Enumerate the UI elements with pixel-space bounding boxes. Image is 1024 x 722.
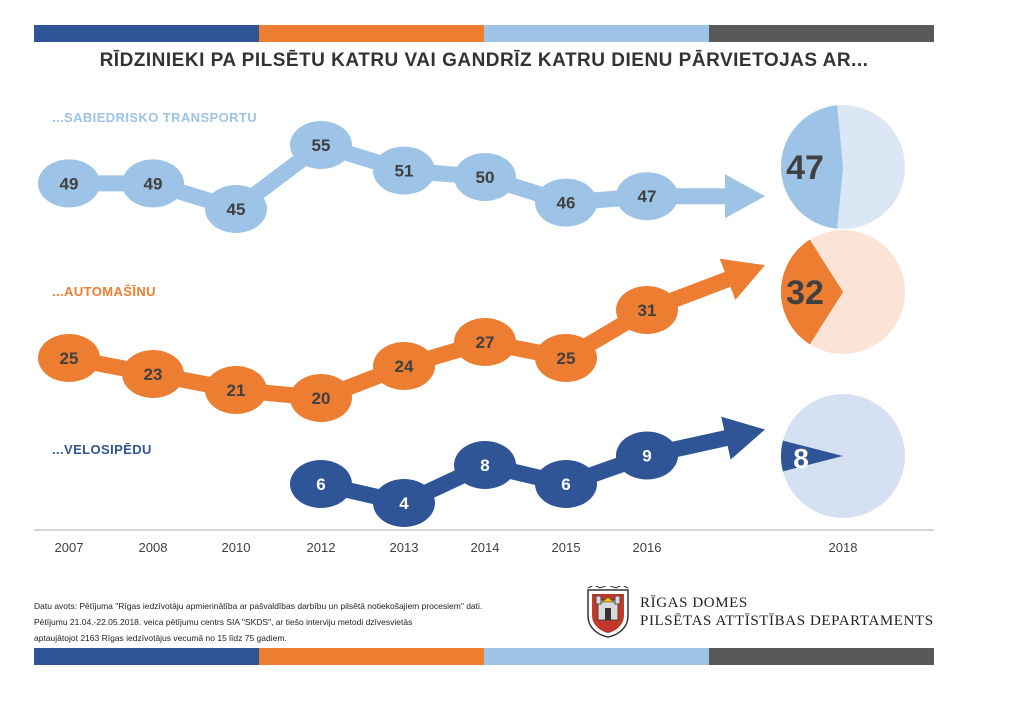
- series-arrow-car: [719, 258, 765, 300]
- series-label-bicycle: ...VELOSIPĒDU: [52, 442, 152, 457]
- data-label-bike: 6: [316, 475, 325, 494]
- source-line-3: aptaujātojot 2163 Rīgas iedzīvotājus vec…: [34, 633, 287, 643]
- data-label-car: 21: [227, 381, 246, 400]
- data-point-bike: [535, 460, 597, 508]
- data-point-bike: [616, 431, 678, 480]
- data-label-bike: 9: [642, 447, 651, 466]
- data-point-transport: [122, 159, 184, 208]
- data-label-transport: 51: [395, 162, 414, 181]
- data-label-transport: 55: [312, 136, 331, 155]
- data-label-car: 23: [144, 365, 163, 384]
- x-tick-label: 2014: [471, 540, 500, 555]
- data-point-transport: [616, 172, 678, 221]
- x-tick-label: 2012: [307, 540, 336, 555]
- org-line-2: PILSĒTAS ATTĪSTĪBAS DEPARTAMENTS: [640, 613, 934, 629]
- x-tick-label: 2013: [390, 540, 419, 555]
- data-label-car: 24: [395, 357, 414, 376]
- data-point-transport: [290, 121, 352, 169]
- page-title: RĪDZINIEKI PA PILSĒTU KATRU VAI GANDRĪZ …: [99, 50, 869, 71]
- data-point-bike: [290, 460, 352, 508]
- source-line-1: Datu avots: Pētījuma "Rīgas iedzīvotāju …: [34, 601, 483, 611]
- data-point-transport: [38, 159, 100, 208]
- data-label-bike: 4: [399, 494, 409, 513]
- riga-coat-of-arms-icon: [587, 586, 629, 638]
- data-label-bike: 8: [480, 456, 489, 475]
- data-label-car: 20: [312, 389, 331, 408]
- pie-2018-slice-car: [781, 239, 843, 345]
- top-color-stripe: [34, 25, 934, 42]
- data-label-transport: 47: [638, 187, 657, 206]
- data-label-car: 25: [60, 349, 79, 368]
- bottom-color-stripe: [34, 648, 934, 665]
- data-label-transport: 49: [144, 174, 163, 193]
- data-point-bike: [454, 441, 516, 489]
- data-point-car: [454, 318, 516, 366]
- x-tick-label: 2007: [55, 540, 84, 555]
- data-point-transport: [535, 178, 597, 227]
- data-point-car: [616, 286, 678, 334]
- pie-2018-slice-bike: [781, 440, 843, 472]
- data-point-car: [535, 334, 597, 382]
- series-arrow-transport: [725, 174, 765, 219]
- x-tick-label: 2010: [222, 540, 251, 555]
- series-label-public-transport: ...SABIEDRISKO TRANSPORTU: [52, 110, 258, 125]
- data-label-transport: 50: [476, 168, 495, 187]
- data-point-car: [290, 374, 352, 422]
- organization-block: RĪGAS DOMES PILSĒTAS ATTĪSTĪBAS DEPARTAM…: [586, 586, 934, 638]
- data-label-transport: 46: [557, 194, 576, 213]
- data-point-car: [122, 350, 184, 398]
- data-label-transport: 49: [60, 174, 79, 193]
- x-tick-label-2018: 2018: [829, 540, 858, 555]
- x-tick-label: 2016: [633, 540, 662, 555]
- pie-2018-label-transport: 47: [786, 149, 824, 187]
- org-line-1: RĪGAS DOMES: [640, 595, 748, 611]
- series-label-car: ...AUTOMAŠĪNU: [52, 284, 156, 299]
- x-tick-label: 2015: [552, 540, 581, 555]
- series-arrow-bike: [721, 416, 765, 460]
- data-label-bike: 6: [561, 475, 570, 494]
- data-label-car: 25: [557, 349, 576, 368]
- data-point-bike: [373, 479, 435, 527]
- data-label-transport: 45: [227, 200, 246, 219]
- pie-2018-label-car: 32: [786, 274, 824, 312]
- data-point-car: [373, 342, 435, 390]
- data-point-transport: [205, 185, 267, 233]
- source-line-2: Pētījumu 21.04.-22.05.2018. veica pētīju…: [34, 617, 413, 627]
- x-tick-label: 2008: [139, 540, 168, 555]
- data-source-note: Datu avots: Pētījuma "Rīgas iedzīvotāju …: [34, 598, 574, 646]
- data-point-transport: [454, 153, 516, 201]
- data-point-car: [205, 366, 267, 414]
- pie-2018-slice-transport: [781, 105, 843, 229]
- data-point-car: [38, 334, 100, 382]
- organization-name: RĪGAS DOMES PILSĒTAS ATTĪSTĪBAS DEPARTAM…: [640, 594, 934, 630]
- pie-2018-label-bike: 8: [793, 443, 809, 474]
- data-label-car: 31: [638, 301, 657, 320]
- data-label-car: 27: [476, 333, 495, 352]
- data-point-transport: [373, 146, 435, 195]
